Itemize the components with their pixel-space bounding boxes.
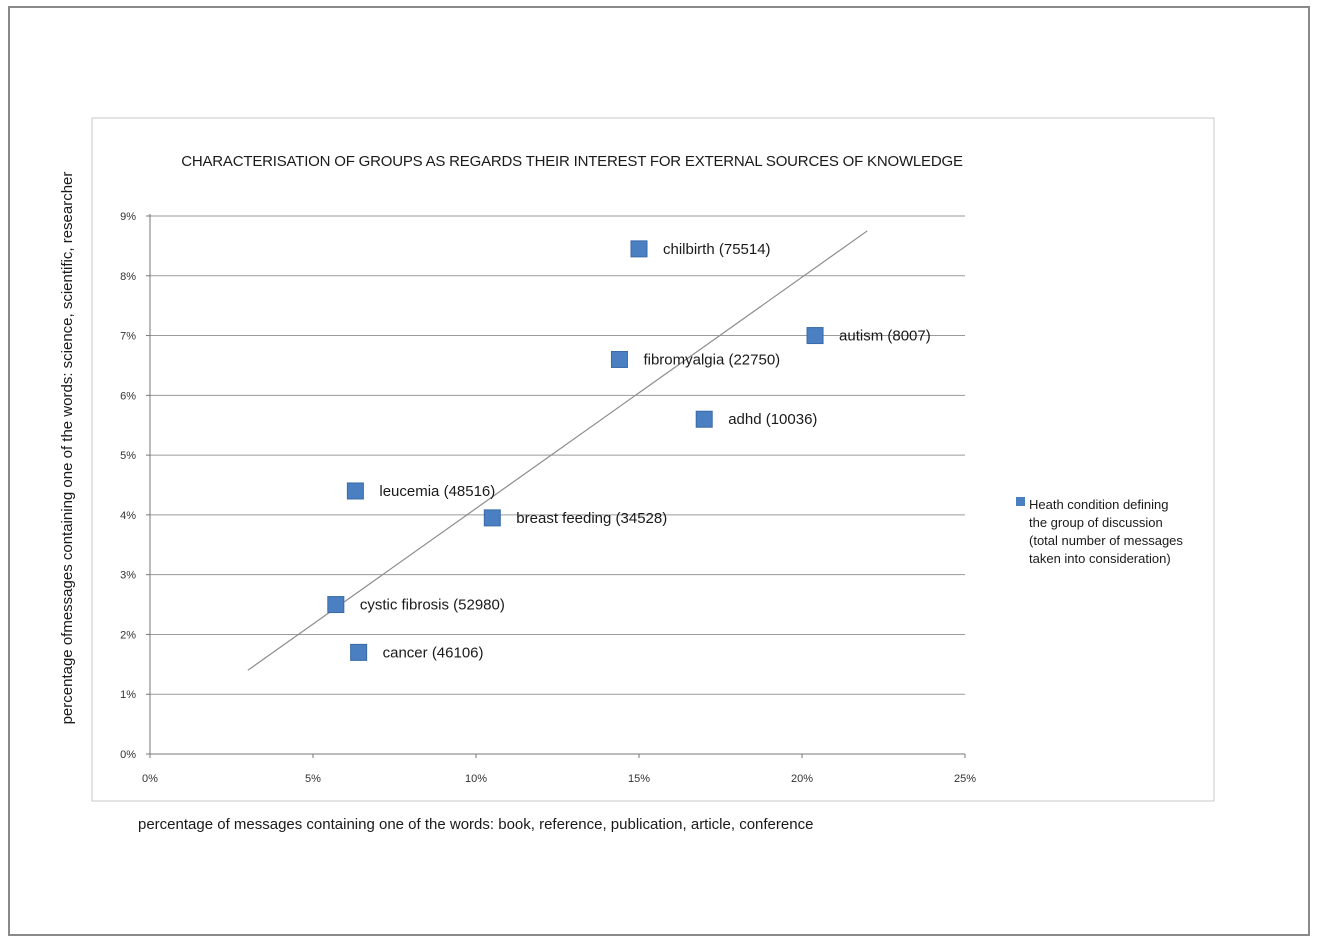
- data-point: [350, 643, 368, 661]
- data-point: [483, 509, 501, 527]
- chart-area: [91, 117, 1215, 802]
- point-labels: chilbirth (75514) autism (8007) fibromyalg…: [360, 241, 931, 662]
- x-tick-label: 20%: [791, 773, 813, 785]
- x-axis-title: percentage of messages containing one of…: [138, 816, 813, 833]
- y-tick-label: 7%: [120, 331, 136, 343]
- trendline: [247, 230, 868, 671]
- y-tick-labels: 0% 1% 2% 3% 4% 5% 6% 7% 8% 9%: [120, 211, 136, 761]
- x-tick-label: 10%: [465, 773, 487, 785]
- gridlines: [150, 215, 965, 695]
- data-points: [327, 240, 824, 661]
- y-tick-label: 1%: [120, 689, 136, 701]
- data-point: [346, 482, 364, 500]
- point-label: chilbirth (75514): [663, 241, 771, 258]
- y-tick-label: 6%: [120, 390, 136, 402]
- point-label: cystic fibrosis (52980): [360, 597, 505, 614]
- legend-swatch: [1016, 497, 1025, 506]
- axes: [146, 214, 966, 758]
- data-point: [630, 240, 648, 258]
- point-label: fibromyalgia (22750): [643, 351, 780, 368]
- x-tick-label: 5%: [305, 773, 321, 785]
- legend-line-4: taken into consideration): [1029, 551, 1171, 566]
- y-tick-label: 8%: [120, 271, 136, 283]
- y-tick-label: 5%: [120, 450, 136, 462]
- legend-line-3: (total number of messages: [1029, 533, 1183, 548]
- y-axis-title: percentage ofmessages containing one of …: [59, 172, 76, 725]
- data-point: [806, 327, 824, 345]
- y-tick-label: 4%: [120, 510, 136, 522]
- point-label: breast feeding (34528): [516, 510, 667, 527]
- data-point: [327, 596, 345, 614]
- x-tick-label: 15%: [628, 773, 650, 785]
- chart-title: CHARACTERISATION OF GROUPS AS REGARDS TH…: [181, 153, 963, 170]
- x-tick-labels: 0% 5% 10% 15% 20% 25%: [142, 773, 976, 785]
- point-label: cancer (46106): [383, 644, 484, 661]
- y-tick-label: 3%: [120, 570, 136, 582]
- data-point: [695, 410, 713, 428]
- y-tick-label: 2%: [120, 629, 136, 641]
- legend-line-2: the group of discussion: [1029, 515, 1163, 530]
- y-tick-label: 0%: [120, 749, 136, 761]
- point-label: adhd (10036): [728, 411, 817, 428]
- point-label: autism (8007): [839, 328, 931, 345]
- point-label: leucemia (48516): [379, 483, 495, 500]
- x-tick-label: 25%: [954, 773, 976, 785]
- trendline-group: [247, 230, 868, 671]
- data-point: [610, 350, 628, 368]
- y-tick-label: 9%: [120, 211, 136, 223]
- legend-line-1: Heath condition defining: [1029, 497, 1169, 512]
- legend: Heath condition defining the group of di…: [1016, 497, 1183, 566]
- x-tick-label: 0%: [142, 773, 158, 785]
